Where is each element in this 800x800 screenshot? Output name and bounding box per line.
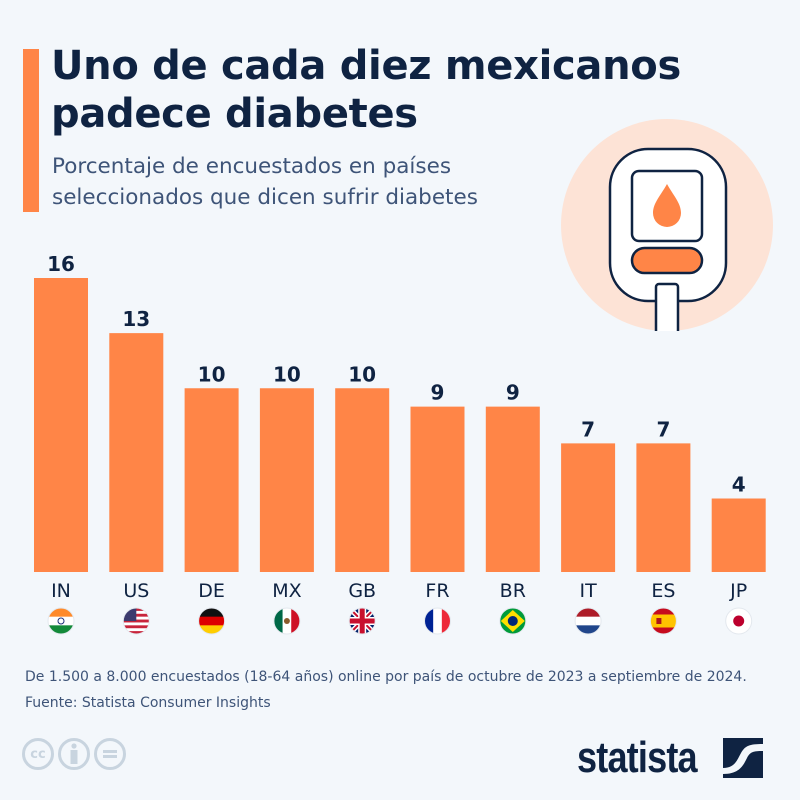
category-label-jp: JP	[729, 580, 747, 602]
value-label-gb: 10	[348, 362, 376, 386]
brazil-flag-icon	[499, 607, 527, 635]
bar-gb	[335, 388, 390, 572]
value-labels-layer: 16 13 10 10 10 9 9 7 7 4	[47, 252, 746, 497]
category-label-es: ES	[651, 580, 675, 602]
survey-note: De 1.500 a 8.000 encuestados (18-64 años…	[25, 669, 747, 685]
license-icons: cc	[22, 738, 126, 770]
value-label-fr: 9	[431, 381, 445, 405]
france-flag-icon	[424, 607, 451, 635]
glucose-meter-icon	[561, 119, 773, 331]
category-label-gb: GB	[348, 580, 376, 602]
category-label-fr: FR	[425, 580, 449, 602]
bar-jp	[711, 498, 766, 572]
category-label-it: IT	[579, 580, 597, 602]
cc-label: cc	[30, 746, 46, 762]
statista-logo[interactable]: statista	[577, 736, 763, 780]
no-derivatives-icon[interactable]	[94, 738, 126, 770]
bar-fr	[410, 406, 465, 572]
bar-it	[561, 443, 616, 572]
test-strip	[654, 282, 680, 331]
usa-flag-icon	[122, 607, 150, 635]
japan-flag-icon	[725, 607, 753, 635]
germany-flag-icon	[198, 607, 226, 635]
source-note: Fuente: Statista Consumer Insights	[25, 695, 271, 711]
statista-logo-icon	[723, 738, 763, 778]
category-label-mx: MX	[272, 580, 301, 602]
chart-subtitle: Porcentaje de encuestados en países sele…	[52, 154, 478, 210]
person-glyph	[70, 743, 78, 764]
attribution-icon[interactable]	[58, 738, 90, 770]
bar-es	[636, 443, 691, 572]
bar-mx	[259, 388, 314, 572]
value-label-us: 13	[122, 307, 150, 331]
spain-flag-icon	[649, 607, 677, 635]
chart-title: Uno de cada diez mexicanos padece diabet…	[51, 43, 681, 137]
value-label-es: 7	[656, 417, 670, 441]
mexico-flag-icon	[273, 607, 301, 635]
uk-flag-icon	[348, 607, 376, 635]
flags-layer	[47, 607, 753, 635]
value-label-br: 9	[506, 381, 520, 405]
bars-layer	[34, 278, 766, 572]
bar-de	[184, 388, 239, 572]
category-label-us: US	[123, 580, 149, 602]
title-accent-bar	[23, 49, 39, 212]
value-label-de: 10	[198, 362, 226, 386]
cc-icon[interactable]: cc	[22, 738, 54, 770]
category-label-in: IN	[51, 580, 71, 602]
meter-display-bar	[630, 246, 704, 275]
bar-us	[109, 333, 164, 572]
brand-wordmark: statista	[577, 733, 698, 782]
value-label-jp: 4	[732, 473, 746, 497]
bar-br	[485, 406, 540, 572]
equals-glyph	[103, 750, 117, 758]
india-flag-icon	[47, 607, 75, 635]
value-label-in: 16	[47, 252, 75, 276]
value-label-mx: 10	[273, 362, 301, 386]
bar-in	[34, 278, 88, 572]
blood-drop-icon	[653, 184, 681, 227]
footnote: De 1.500 a 8.000 encuestados (18-64 años…	[25, 664, 785, 716]
category-label-br: BR	[500, 580, 526, 602]
category-label-de: DE	[198, 580, 225, 602]
netherlands-style-flag-icon	[574, 607, 602, 635]
value-label-it: 7	[581, 417, 595, 441]
category-labels-layer: IN US DE MX GB FR BR IT ES JP	[51, 580, 747, 602]
bar-chart: 16 13 10 10 10 9 9 7 7 4 IN US DE MX GB FR BR IT ES JP	[34, 252, 766, 635]
